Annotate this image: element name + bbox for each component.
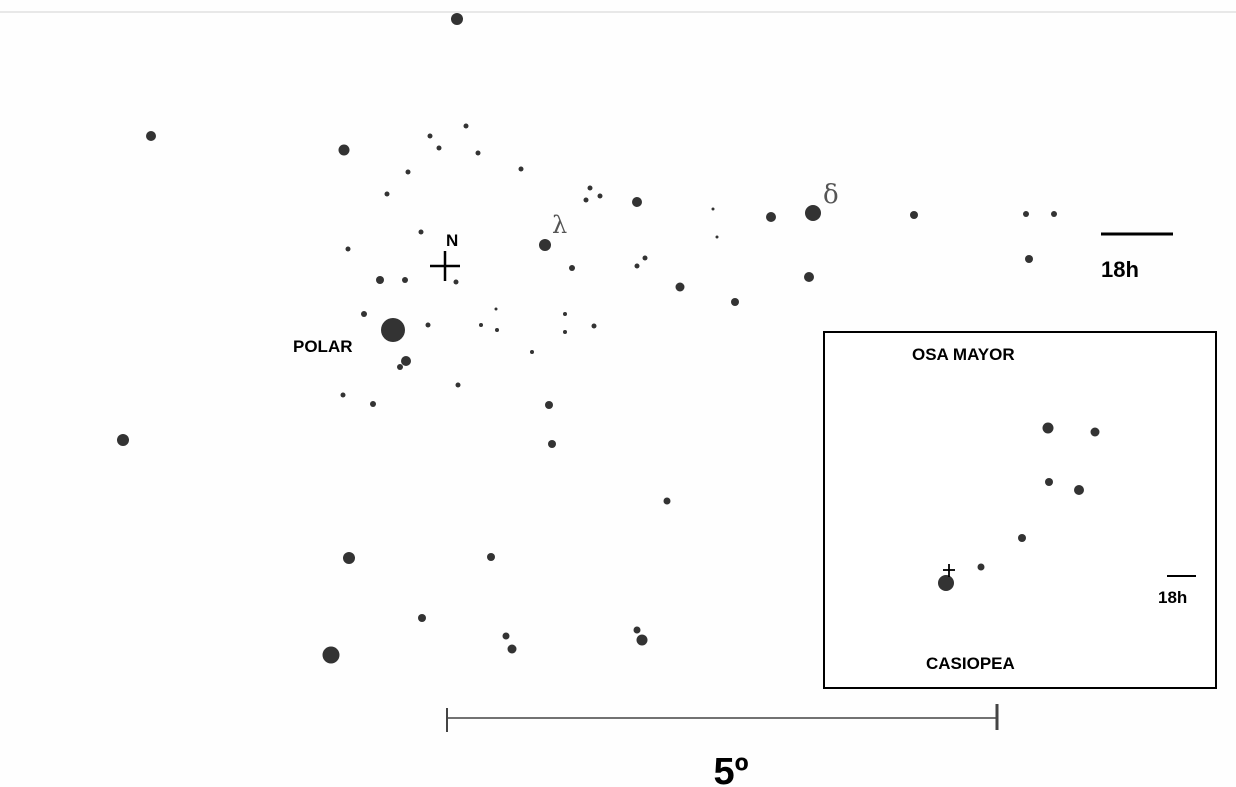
star (715, 235, 719, 239)
star (418, 614, 426, 622)
star (675, 282, 685, 292)
star-delta (805, 205, 821, 221)
star (487, 553, 495, 561)
inset-finder: OSA MAYOR CASIOPEA 18h (823, 331, 1217, 689)
star-field (117, 13, 1057, 664)
star (405, 169, 411, 175)
star (1051, 211, 1057, 217)
inset-star (1090, 427, 1100, 437)
star (591, 323, 597, 329)
inset-star (1018, 534, 1026, 542)
star (632, 197, 642, 207)
star (418, 229, 424, 235)
star (910, 211, 918, 219)
inset-star (977, 563, 985, 571)
star (636, 634, 648, 646)
star (569, 265, 575, 271)
north-pole-cross (430, 251, 460, 281)
star (436, 145, 442, 151)
star (1025, 255, 1033, 263)
star (475, 150, 481, 156)
star (495, 328, 499, 332)
polar-label: POLAR (293, 337, 353, 356)
star (345, 246, 351, 252)
star (530, 350, 534, 354)
inset-pole-cross (943, 564, 955, 577)
star (502, 632, 510, 640)
lambda-label: λ (552, 211, 567, 239)
north-label: N (446, 231, 458, 250)
ra-scale-label: 18h (1101, 257, 1139, 282)
star (427, 133, 433, 139)
inset-ra-scale-label: 18h (1158, 588, 1187, 607)
star (563, 312, 567, 316)
inset-stars (938, 422, 1100, 591)
star (340, 392, 346, 398)
star (361, 311, 367, 317)
inset-star-polaris (938, 575, 954, 591)
inset-star (1045, 478, 1053, 486)
star (425, 322, 431, 328)
star (455, 382, 461, 388)
star (583, 197, 589, 203)
star-polaris (381, 318, 405, 342)
star (463, 123, 469, 129)
delta-label: δ (823, 180, 839, 210)
star (402, 277, 408, 283)
star (376, 276, 384, 284)
star (548, 440, 556, 448)
star (587, 185, 593, 191)
star (731, 298, 739, 306)
star (343, 552, 355, 564)
star (146, 131, 156, 141)
star (1023, 211, 1029, 217)
star (545, 401, 553, 409)
inset-bottom-label: CASIOPEA (926, 654, 1015, 673)
star (479, 323, 483, 327)
star (634, 263, 640, 269)
inset-top-label: OSA MAYOR (912, 345, 1015, 364)
star (518, 166, 524, 172)
star-lambda (539, 239, 551, 251)
star (563, 330, 567, 334)
star (663, 497, 671, 505)
star (397, 364, 403, 370)
degree-scale-bar (446, 704, 999, 732)
star (507, 644, 517, 654)
star (401, 356, 411, 366)
degree-scale-label: 5º (713, 751, 748, 787)
star (117, 434, 129, 446)
star (804, 272, 814, 282)
star (451, 13, 463, 25)
inset-star (1042, 422, 1054, 434)
inset-star (1074, 485, 1084, 495)
star (384, 191, 390, 197)
star (453, 279, 459, 285)
star (766, 212, 776, 222)
star (322, 646, 340, 664)
star (642, 255, 648, 261)
star (370, 401, 376, 407)
star (633, 626, 641, 634)
inset-frame (823, 331, 1217, 689)
star (494, 307, 498, 311)
star (597, 193, 603, 199)
star (711, 207, 715, 211)
star (338, 144, 350, 156)
